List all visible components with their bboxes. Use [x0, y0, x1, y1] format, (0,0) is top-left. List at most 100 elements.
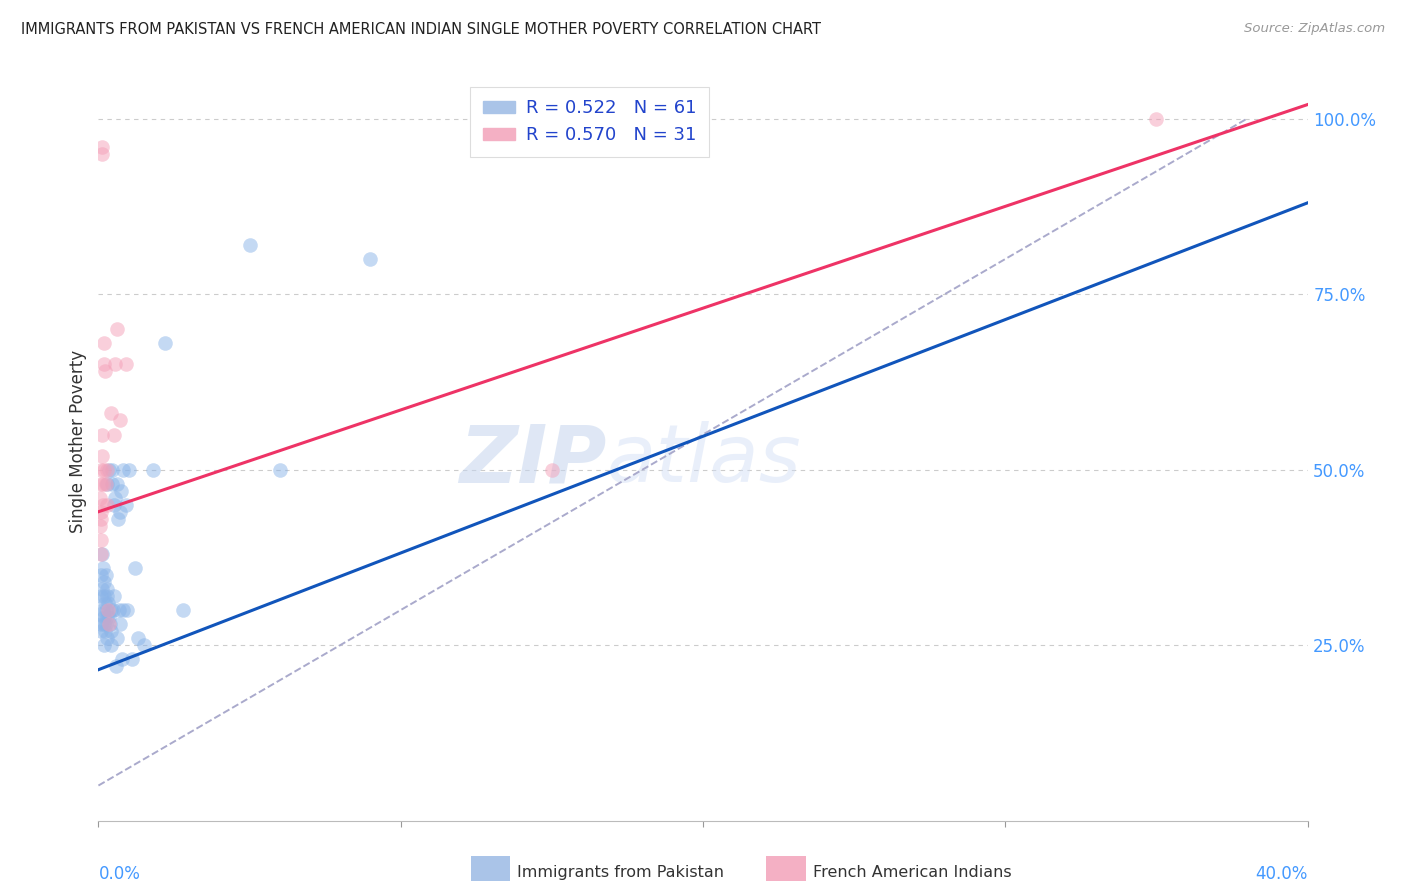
Point	[153, 336, 176, 351]
Point	[94, 617, 117, 632]
Point	[100, 407, 122, 421]
Point	[96, 498, 118, 512]
Point	[111, 603, 134, 617]
Point	[172, 603, 194, 617]
Point	[103, 427, 125, 442]
Point	[132, 638, 155, 652]
Point	[124, 561, 146, 575]
Point	[100, 603, 122, 617]
Point	[101, 476, 124, 491]
Point	[101, 462, 124, 476]
Point	[104, 491, 127, 505]
Text: Immigrants from Pakistan: Immigrants from Pakistan	[517, 865, 724, 880]
Point	[94, 364, 117, 378]
Point	[360, 252, 382, 266]
Point	[94, 603, 117, 617]
Point	[269, 462, 291, 476]
Point	[105, 476, 128, 491]
Point	[94, 596, 117, 610]
Text: ZIP: ZIP	[458, 422, 606, 500]
Point	[90, 568, 112, 582]
Point	[114, 357, 136, 371]
Text: 40.0%: 40.0%	[1256, 865, 1308, 883]
Point	[91, 603, 114, 617]
Point	[94, 568, 117, 582]
Text: Source: ZipAtlas.com: Source: ZipAtlas.com	[1244, 22, 1385, 36]
Point	[100, 624, 122, 639]
Point	[103, 498, 125, 512]
Point	[105, 631, 128, 645]
Point	[105, 322, 128, 336]
Point	[91, 498, 114, 512]
Point	[103, 589, 125, 603]
Point	[90, 589, 112, 603]
Point	[96, 582, 118, 596]
Point	[540, 462, 562, 476]
Point	[91, 547, 114, 561]
Point	[121, 652, 143, 666]
Point	[93, 462, 115, 476]
Point	[90, 533, 112, 547]
Point	[90, 617, 112, 632]
Point	[91, 427, 114, 442]
Point	[127, 631, 149, 645]
Y-axis label: Single Mother Poverty: Single Mother Poverty	[69, 350, 87, 533]
Point	[100, 638, 122, 652]
Point	[90, 547, 112, 561]
Point	[93, 357, 115, 371]
Point	[101, 603, 124, 617]
Point	[91, 146, 114, 161]
Point	[108, 617, 131, 632]
Point	[98, 617, 121, 632]
Point	[96, 476, 118, 491]
Point	[93, 336, 115, 351]
Point	[110, 483, 132, 498]
Point	[1144, 112, 1167, 126]
Point	[91, 139, 114, 153]
Point	[90, 512, 112, 526]
Point	[93, 589, 115, 603]
Point	[98, 462, 121, 476]
Point	[93, 617, 115, 632]
Point	[89, 491, 111, 505]
Point	[108, 603, 131, 617]
Point	[93, 574, 115, 589]
Point	[98, 617, 121, 632]
Text: French American Indians: French American Indians	[813, 865, 1011, 880]
Point	[90, 624, 112, 639]
Point	[107, 512, 129, 526]
Point	[96, 589, 118, 603]
Point	[93, 610, 115, 624]
Point	[97, 603, 120, 617]
Point	[89, 518, 111, 533]
Point	[112, 462, 135, 476]
Point	[111, 652, 134, 666]
Point	[115, 603, 138, 617]
Point	[94, 624, 117, 639]
Point	[90, 462, 112, 476]
Point	[89, 607, 111, 621]
Point	[142, 462, 165, 476]
Point	[108, 505, 131, 519]
Point	[90, 476, 112, 491]
Point	[94, 476, 117, 491]
Point	[97, 596, 120, 610]
Point	[104, 659, 127, 673]
Point	[96, 462, 118, 476]
Text: IMMIGRANTS FROM PAKISTAN VS FRENCH AMERICAN INDIAN SINGLE MOTHER POVERTY CORRELA: IMMIGRANTS FROM PAKISTAN VS FRENCH AMERI…	[21, 22, 821, 37]
Point	[91, 582, 114, 596]
Point	[98, 610, 121, 624]
Point	[91, 449, 114, 463]
Legend: R = 0.522   N = 61, R = 0.570   N = 31: R = 0.522 N = 61, R = 0.570 N = 31	[470, 87, 709, 157]
Point	[96, 631, 118, 645]
Point	[114, 498, 136, 512]
Point	[118, 462, 141, 476]
Text: atlas: atlas	[606, 422, 801, 500]
Text: 0.0%: 0.0%	[98, 865, 141, 883]
Point	[104, 357, 127, 371]
Point	[91, 561, 114, 575]
Point	[96, 610, 118, 624]
Point	[108, 413, 131, 427]
Point	[239, 238, 262, 252]
Point	[93, 638, 115, 652]
